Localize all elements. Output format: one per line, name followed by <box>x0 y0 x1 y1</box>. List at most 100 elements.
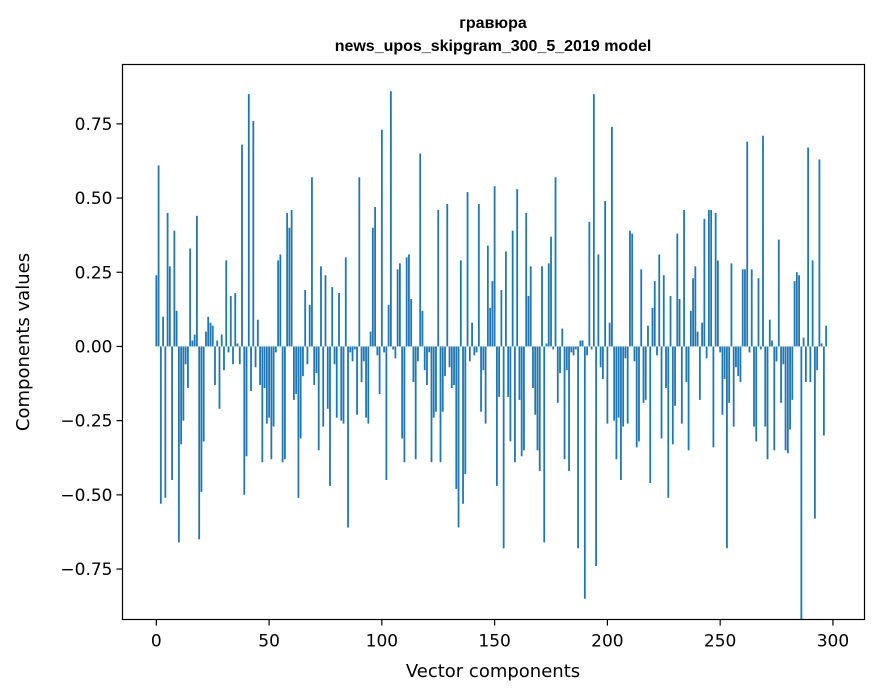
bar-294 <box>818 159 821 347</box>
bar-121 <box>428 346 431 353</box>
bar-219 <box>649 346 652 483</box>
bar-109 <box>401 346 404 439</box>
bar-192 <box>588 221 591 347</box>
y-axis-ticks: −0.75 −0.50 −0.25 0.00 0.25 0.50 0.75 <box>60 115 123 580</box>
bar-254 <box>728 346 731 403</box>
bar-296 <box>823 346 825 436</box>
bar-70 <box>313 346 316 386</box>
bar-161 <box>518 346 521 400</box>
x-tick-label: 250 <box>704 632 736 652</box>
bar-176 <box>552 346 555 350</box>
bar-268 <box>759 346 762 350</box>
bar-270 <box>764 346 767 427</box>
bar-250 <box>719 346 722 353</box>
bar-140 <box>471 322 473 347</box>
bar-96 <box>371 227 374 347</box>
bar-162 <box>520 346 523 457</box>
x-tick-label: 300 <box>817 632 849 652</box>
bar-253 <box>726 346 728 549</box>
bar-157 <box>509 346 512 442</box>
bar-59 <box>288 227 291 347</box>
bar-19 <box>198 346 201 540</box>
bar-206 <box>620 346 622 481</box>
bar-118 <box>421 310 424 347</box>
bar-262 <box>746 141 749 347</box>
bar-28 <box>218 346 221 409</box>
bar-273 <box>771 340 773 347</box>
bar-196 <box>597 254 600 347</box>
bar-269 <box>762 135 764 347</box>
bar-87 <box>351 346 354 362</box>
chart-subtitle: news_upos_skipgram_300_5_2019 model <box>335 38 652 55</box>
bar-239 <box>694 266 697 347</box>
bar-169 <box>536 346 539 451</box>
bar-13 <box>184 346 187 365</box>
bar-73 <box>320 266 322 347</box>
bar-265 <box>753 346 755 427</box>
bar-79 <box>333 346 336 365</box>
bar-152 <box>498 346 501 397</box>
y-tick-label: −0.75 <box>60 560 112 580</box>
bar-56 <box>281 346 284 463</box>
bar-200 <box>606 346 609 424</box>
bar-223 <box>658 254 661 347</box>
bar-50 <box>268 346 270 418</box>
bar-136 <box>462 346 464 504</box>
bar-148 <box>489 307 492 347</box>
bar-25 <box>211 325 214 347</box>
bar-76 <box>326 346 329 409</box>
bar-24 <box>209 322 212 347</box>
bar-137 <box>464 346 467 475</box>
bar-146 <box>484 346 487 424</box>
bar-6 <box>168 266 171 347</box>
bar-86 <box>349 346 352 353</box>
bar-104 <box>389 91 392 347</box>
bar-129 <box>446 203 449 347</box>
bar-257 <box>735 346 737 368</box>
bar-283 <box>793 281 796 347</box>
bar-188 <box>579 340 582 347</box>
bar-204 <box>615 346 618 460</box>
bar-255 <box>730 263 733 347</box>
bar-65 <box>302 346 304 377</box>
bar-46 <box>259 346 261 386</box>
bar-69 <box>311 177 313 347</box>
bar-205 <box>617 346 620 418</box>
bar-235 <box>685 346 688 383</box>
bar-80 <box>335 346 338 418</box>
bar-119 <box>423 346 426 371</box>
x-tick-label: 150 <box>478 632 510 652</box>
bar-101 <box>383 346 386 353</box>
bar-122 <box>430 346 433 463</box>
bar-154 <box>502 346 505 549</box>
bar-99 <box>378 346 381 394</box>
bar-170 <box>538 346 541 472</box>
bar-102 <box>385 346 388 481</box>
bar-12 <box>182 346 185 421</box>
bar-293 <box>816 346 819 371</box>
bar-244 <box>705 346 708 359</box>
bar-240 <box>696 331 699 347</box>
bar-22 <box>205 331 207 347</box>
bar-183 <box>568 346 570 472</box>
bar-5 <box>166 212 169 347</box>
bar-168 <box>534 346 537 415</box>
bar-180 <box>561 328 564 347</box>
bar-43 <box>252 120 255 347</box>
bar-10 <box>177 346 180 543</box>
bar-186 <box>574 346 577 350</box>
bar-58 <box>286 212 289 347</box>
bar-263 <box>748 346 751 353</box>
bar-229 <box>671 346 674 445</box>
bar-209 <box>626 346 629 424</box>
bar-36 <box>236 343 239 347</box>
bar-106 <box>394 346 397 359</box>
bar-90 <box>358 177 361 347</box>
bar-66 <box>304 290 307 347</box>
bar-185 <box>572 346 575 356</box>
bar-258 <box>737 346 740 377</box>
bar-208 <box>624 346 627 359</box>
bar-0 <box>155 275 158 347</box>
